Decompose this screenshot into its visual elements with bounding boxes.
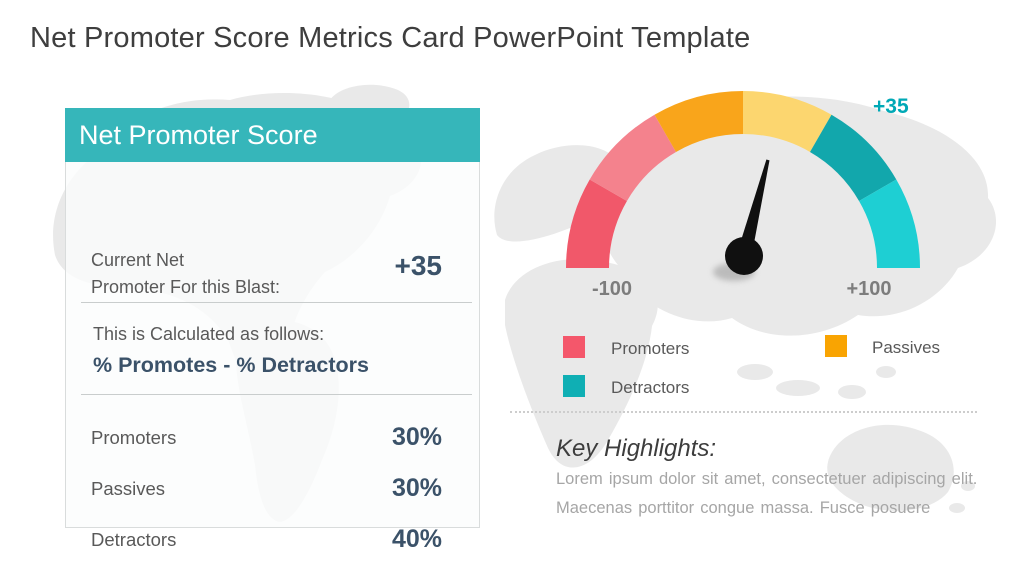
- calculation-formula: % Promotes - % Detractors: [93, 353, 369, 377]
- gauge-min-label: -100: [591, 278, 633, 300]
- map-europe: [494, 145, 623, 242]
- metric-value-detractors: 40%: [391, 525, 442, 553]
- key-highlights-text: Maecenas porttitor congue massa. Fusce p…: [556, 499, 931, 517]
- key-highlights-text: Lorem ipsum dolor sit amet, consectetuer…: [556, 470, 978, 488]
- nps-card-header: Net Promoter Score: [65, 108, 480, 162]
- legend-label-promoters: Promoters: [611, 339, 690, 358]
- legend-swatch-promoters: [563, 336, 585, 358]
- map-asia: [600, 96, 997, 336]
- calculation-label: This is Calculated as follows:: [93, 324, 325, 344]
- gauge-segment-detractors-dark: [810, 114, 897, 201]
- key-highlights-heading: Key Highlights:: [556, 435, 717, 462]
- map-island: [838, 385, 866, 399]
- metric-value-passives: 30%: [391, 474, 442, 502]
- gauge-segment-passives-light: [743, 91, 832, 152]
- gauge-segment-passives-dark: [654, 91, 743, 152]
- current-nps-label: Current Net Promoter For this Blast:: [91, 250, 281, 297]
- gauge-segment-detractors-light: [859, 179, 920, 268]
- nps-metrics-card: Net Promoter Score Current Net Promoter …: [65, 108, 480, 553]
- metric-label-detractors: Detractors: [91, 529, 177, 550]
- card-divider: [81, 394, 472, 395]
- gauge-needle-hub: [725, 237, 763, 275]
- gauge-arc: [566, 91, 920, 268]
- gauge-segment-promoters-dark: [566, 179, 627, 268]
- gauge-needle: [736, 159, 770, 258]
- legend-swatch-detractors: [563, 375, 585, 397]
- map-island: [876, 366, 896, 378]
- gauge-value-label: +35: [873, 95, 909, 118]
- dotted-divider: [510, 411, 977, 413]
- legend-swatch-passives: [825, 335, 847, 357]
- map-australia: [827, 424, 954, 511]
- nps-card-body: Current Net Promoter For this Blast: +35…: [65, 162, 480, 553]
- map-new-zealand: [949, 503, 965, 513]
- card-divider: [81, 302, 472, 303]
- page-title: Net Promoter Score Metrics Card PowerPoi…: [30, 22, 751, 54]
- current-nps-value: +35: [394, 250, 443, 281]
- metric-value-promoters: 30%: [391, 423, 442, 451]
- legend-label-passives: Passives: [872, 338, 941, 357]
- legend-label-detractors: Detractors: [611, 378, 690, 397]
- metric-label-passives: Passives: [91, 478, 166, 499]
- needle-shadow: [713, 263, 755, 281]
- map-island: [776, 380, 820, 396]
- metric-label-promoters: Promoters: [91, 427, 177, 448]
- nps-card-title: Net Promoter Score: [79, 119, 318, 150]
- map-island: [737, 364, 773, 380]
- gauge-segment-promoters-light: [589, 114, 676, 201]
- gauge-max-label: +100: [846, 278, 892, 300]
